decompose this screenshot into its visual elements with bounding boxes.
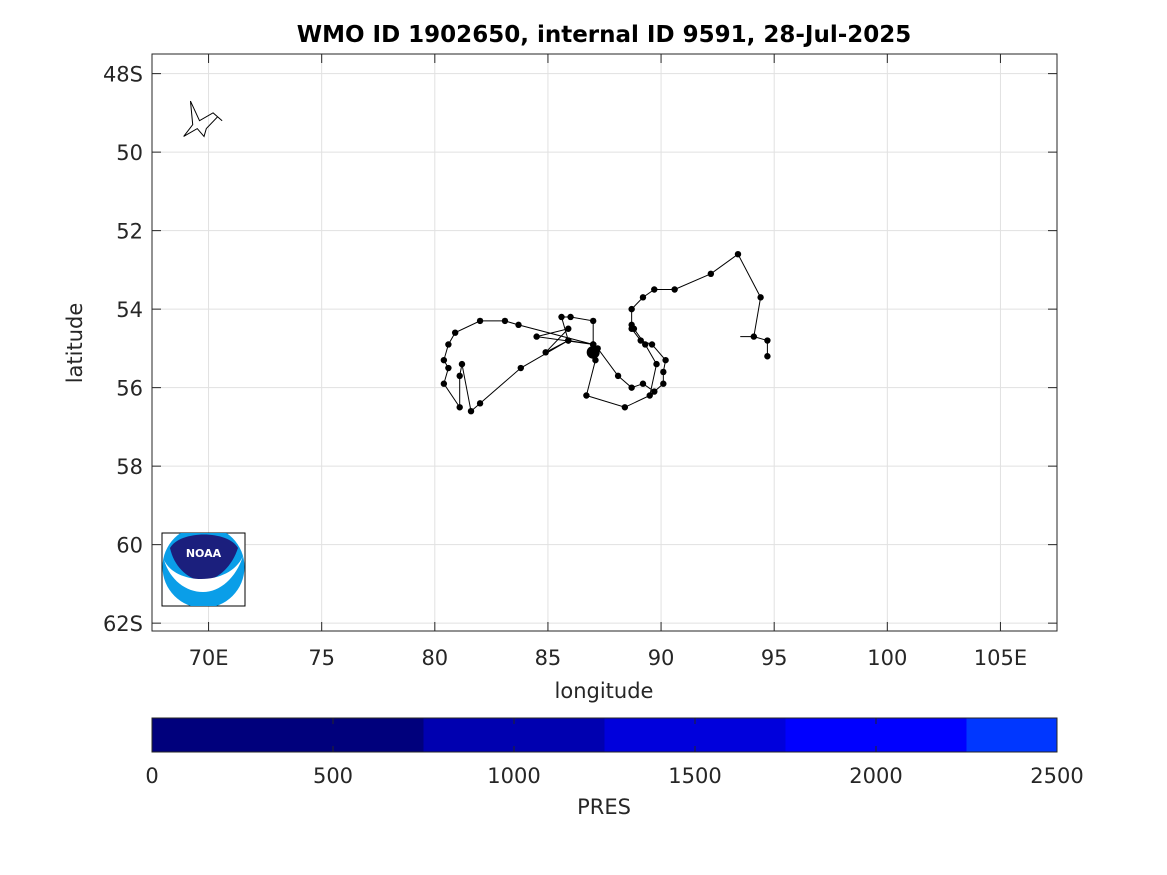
profile-point [628,305,635,313]
lat-tick-label: 50 [116,141,143,165]
colorbar-bin [152,718,424,752]
latitude-ticks: 48S 50 52 54 56 58 60 62S [103,63,1057,636]
profile-point [515,321,522,329]
profile-point [476,317,484,325]
profile-point [445,364,452,372]
profile-point [458,360,466,368]
map-title: WMO ID 1902650, internal ID 9591, 28-Jul… [297,22,912,48]
colorbar-tick-label: 1000 [487,764,540,788]
profile-point [637,337,644,344]
last-position-marker [586,345,600,359]
profile-point [589,317,597,325]
lat-tick-label: 60 [116,534,143,558]
kerguelen-island-outline [183,100,223,138]
profile-point [671,286,678,293]
colorbar-tick-label: 2500 [1030,764,1083,788]
colorbar-ticks: 0 500 1000 1500 2000 2500 [145,718,1084,788]
lon-tick-label: 70E [189,646,229,670]
y-axis-label: latitude [63,303,87,384]
lat-tick-label: 56 [116,377,143,401]
coastline [183,100,223,138]
lon-tick-label: 85 [535,646,562,670]
colorbar-bin [966,718,1057,752]
profile-point [653,360,660,368]
lat-tick-label: 62S [103,612,143,636]
lon-tick-label: 105E [974,646,1027,670]
profile-point [660,368,667,376]
profile-point [456,404,463,411]
profile-point [648,341,656,348]
profile-point [533,333,540,340]
profile-point [476,400,484,407]
profile-point [558,313,565,321]
colorbar [151,717,1058,753]
lon-tick-label: 80 [421,646,448,670]
profile-point [501,317,509,325]
profile-point [662,356,669,364]
profile-point [445,341,452,348]
profile-point [567,313,574,321]
profile-point [651,286,658,293]
lat-tick-label: 48S [103,63,143,87]
colorbar-tick-label: 1500 [668,764,721,788]
colorbar-tick-label: 2000 [849,764,902,788]
profile-point [750,333,758,340]
profile-point [628,325,635,332]
profile-point [639,380,647,387]
longitude-ticks: 70E 75 80 85 90 95 100 105E [189,54,1027,670]
profile-point [651,388,658,395]
lat-tick-label: 52 [116,220,143,244]
x-axis-label: longitude [555,679,654,703]
profile-point [707,270,715,278]
profile-point [764,353,771,360]
lat-tick-label: 54 [116,298,143,322]
profile-point [440,380,448,387]
profile-point [451,329,459,336]
profile-point [642,341,649,348]
colorbar-frame [151,717,1058,753]
profile-point [467,407,475,415]
profile-point [757,294,764,301]
lon-tick-label: 100 [867,646,907,670]
noaa-logo: NOAA [161,532,246,607]
profile-point [639,294,647,301]
colorbar-tick-label: 0 [145,764,158,788]
colorbar-tick-label: 500 [313,764,353,788]
lon-tick-label: 90 [648,646,675,670]
profile-point [621,404,629,411]
colorbar-label: PRES [577,795,631,819]
profile-point [660,380,667,387]
noaa-logo-text: NOAA [186,547,222,560]
profile-point [628,384,635,391]
profile-point [614,372,622,380]
lon-tick-label: 75 [308,646,335,670]
profile-point [565,337,572,344]
float-track [440,250,771,415]
profile-point [583,392,590,399]
lat-tick-label: 58 [116,455,143,479]
profile-point [565,325,572,332]
profile-point [734,250,742,258]
map-grid [152,54,1057,631]
profile-point [542,349,549,356]
profile-point [440,356,448,364]
profile-point [517,364,524,372]
map-frame [151,53,1058,632]
profile-point [764,337,771,344]
lon-tick-label: 95 [761,646,788,670]
profile-point [456,372,463,380]
map-plot-area [152,54,1057,631]
profile-point [646,392,653,399]
